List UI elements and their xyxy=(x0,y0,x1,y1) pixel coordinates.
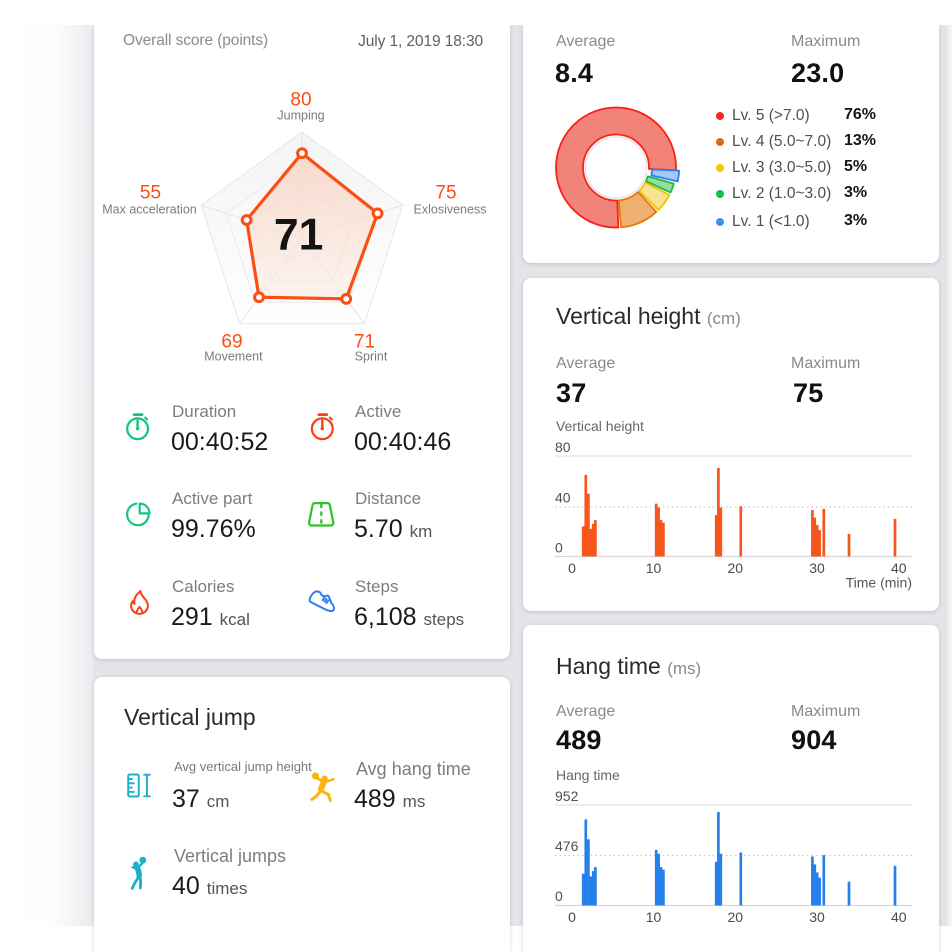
svg-text:10: 10 xyxy=(646,909,662,925)
svg-text:20: 20 xyxy=(728,560,744,576)
svg-text:10: 10 xyxy=(646,560,662,576)
svg-text:40: 40 xyxy=(891,560,907,576)
svg-text:0: 0 xyxy=(555,888,563,904)
svg-text:Sprint: Sprint xyxy=(355,350,388,364)
svg-text:40: 40 xyxy=(891,909,907,925)
svg-text:30: 30 xyxy=(809,560,825,576)
svg-text:Time (min): Time (min) xyxy=(846,575,912,591)
svg-text:Jumping: Jumping xyxy=(277,109,324,123)
svg-text:0: 0 xyxy=(568,560,576,576)
svg-text:80: 80 xyxy=(555,439,571,455)
svg-text:Max acceleration: Max acceleration xyxy=(102,203,197,217)
svg-text:30: 30 xyxy=(809,909,825,925)
svg-text:69: 69 xyxy=(221,331,242,352)
svg-text:952: 952 xyxy=(555,788,579,804)
svg-text:Exlosiveness: Exlosiveness xyxy=(414,203,487,217)
svg-text:40: 40 xyxy=(555,490,571,506)
svg-text:0: 0 xyxy=(555,540,563,556)
svg-text:71: 71 xyxy=(354,331,375,352)
svg-text:476: 476 xyxy=(555,838,579,854)
svg-text:80: 80 xyxy=(290,89,311,110)
svg-text:75: 75 xyxy=(435,182,456,203)
svg-text:71: 71 xyxy=(274,211,324,260)
svg-text:Movement: Movement xyxy=(204,350,263,364)
svg-text:20: 20 xyxy=(728,909,744,925)
svg-text:55: 55 xyxy=(140,182,161,203)
svg-text:0: 0 xyxy=(568,909,576,925)
